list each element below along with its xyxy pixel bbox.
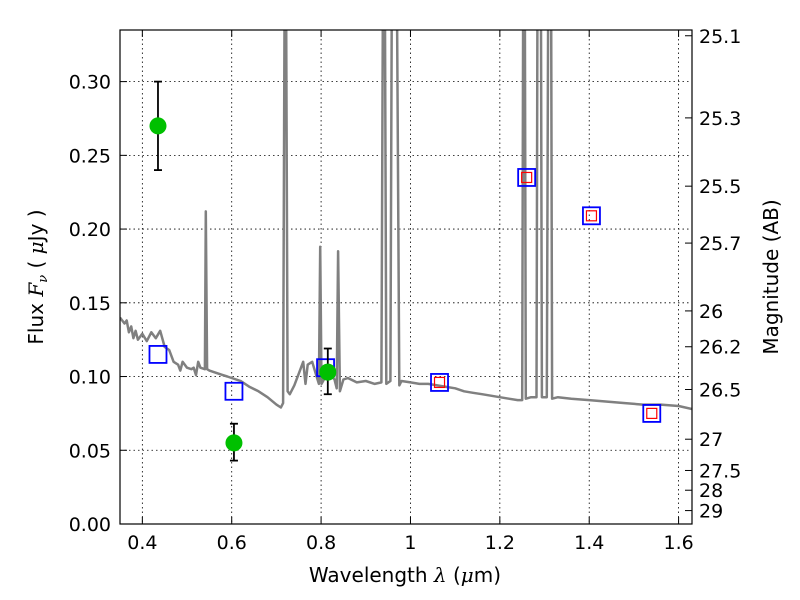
y2-axis-label: Magnitude (AB): [759, 199, 783, 354]
model-photometry-square: [642, 404, 662, 423]
y2-tick-label: 25.3: [699, 108, 741, 130]
axes-frame: [119, 29, 693, 525]
plot-frame: [119, 29, 693, 525]
y2-tick-label: 28: [699, 480, 723, 502]
model-photometry-square: [224, 381, 244, 401]
y-tick-label: 0.05: [69, 440, 111, 462]
plot-area: [120, 30, 692, 524]
model-photometry-square: [582, 206, 601, 226]
y2-tick-label: 25.5: [699, 176, 741, 198]
model-photometry-square: [430, 373, 449, 392]
x-tick-label: 1.6: [663, 532, 693, 554]
y2-tick-label: 26.2: [699, 337, 741, 359]
y2-tick-label: 25.1: [699, 26, 741, 48]
data-marks: [120, 30, 692, 462]
upper-limit-square: [585, 210, 598, 222]
x-tick-label: 0.4: [127, 532, 157, 554]
x-tick-label: 0.8: [306, 532, 336, 554]
y2-tick-label: 26: [699, 301, 723, 323]
upper-limit-square: [646, 407, 658, 420]
y2-tick-label: 27.5: [699, 460, 741, 482]
model-photometry-square: [148, 345, 168, 364]
x-tick-label: 1.2: [485, 532, 515, 554]
x-tick-label: 0.6: [217, 532, 247, 554]
y2-tick-label: 27: [699, 429, 723, 451]
y-tick-label: 0.10: [69, 367, 111, 389]
y2-tick-label: 25.7: [699, 233, 741, 255]
x-tick-label: 1.4: [574, 532, 604, 554]
y2-tick-label: 26.5: [699, 380, 741, 402]
x-tick-label: 1: [404, 532, 416, 554]
y-tick-label: 0.30: [69, 72, 111, 94]
y-tick-label: 0.25: [69, 145, 111, 167]
observed-flux-point: [149, 117, 167, 135]
model-photometry-square: [517, 168, 537, 187]
y-tick-label: 0.15: [69, 293, 111, 315]
plot-background: [120, 30, 692, 524]
y-tick-label: 0.00: [69, 514, 111, 536]
x-axis-label: Wavelength λ (μm): [309, 563, 501, 587]
y2-tick-label: 29: [699, 501, 723, 523]
axis-ticks: 0.4 0.6 0.8 1 1.2 1.4 1.6 0.00 0.05 0.10 0.15 0.20 0…: [69, 26, 742, 554]
y-tick-label: 0.20: [69, 219, 111, 241]
upper-limit-square: [521, 171, 533, 184]
upper-limit-square: [433, 376, 446, 389]
y-axis-label: Flux Fν ( μJy ): [24, 209, 51, 344]
observed-flux-point: [225, 434, 243, 452]
observed-flux-point: [319, 363, 337, 381]
